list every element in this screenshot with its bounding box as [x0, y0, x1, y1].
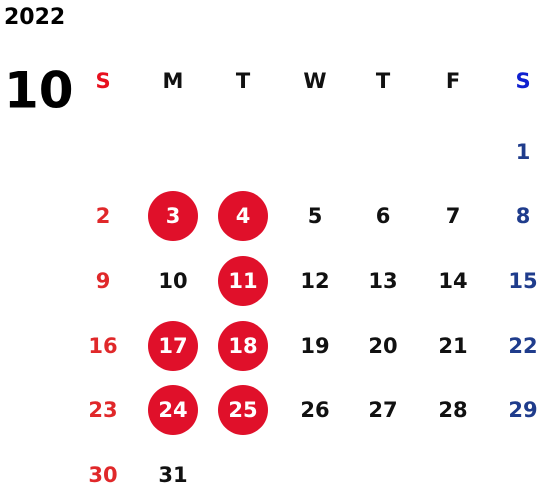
day: 20	[368, 334, 397, 358]
weekday: T	[376, 69, 391, 93]
day: 2	[96, 204, 111, 228]
weekday: S	[515, 69, 530, 93]
day: 1	[516, 140, 531, 164]
weekday: M	[163, 69, 184, 93]
highlight-circle	[218, 321, 268, 371]
day: 6	[376, 204, 391, 228]
day: 23	[88, 398, 117, 422]
day: 31	[158, 463, 187, 487]
day: 14	[438, 269, 467, 293]
year: 2022	[4, 5, 65, 30]
day: 9	[96, 269, 111, 293]
highlight-circle	[218, 191, 268, 241]
day: 3	[166, 204, 181, 228]
day: 7	[446, 204, 461, 228]
day: 25	[228, 398, 257, 422]
highlight-circle	[148, 321, 198, 371]
day: 15	[508, 269, 537, 293]
highlight-circle	[218, 385, 268, 435]
day: 21	[438, 334, 467, 358]
day: 11	[228, 269, 257, 293]
day: 24	[158, 398, 187, 422]
weekday: F	[446, 69, 460, 93]
month: 10	[4, 62, 74, 120]
weekday: T	[236, 69, 251, 93]
day: 19	[300, 334, 329, 358]
day: 29	[508, 398, 537, 422]
day: 12	[300, 269, 329, 293]
day: 22	[508, 334, 537, 358]
day: 28	[438, 398, 467, 422]
highlight-circle	[148, 191, 198, 241]
day: 16	[88, 334, 117, 358]
day: 18	[228, 334, 257, 358]
day: 26	[300, 398, 329, 422]
day: 13	[368, 269, 397, 293]
highlight-circle	[218, 256, 268, 306]
day: 30	[88, 463, 117, 487]
highlight-circle	[148, 385, 198, 435]
day: 27	[368, 398, 397, 422]
weekday: S	[95, 69, 110, 93]
day: 8	[516, 204, 531, 228]
day: 10	[158, 269, 187, 293]
day: 17	[158, 334, 187, 358]
day: 5	[308, 204, 323, 228]
day: 4	[236, 204, 251, 228]
weekday: W	[303, 69, 326, 93]
